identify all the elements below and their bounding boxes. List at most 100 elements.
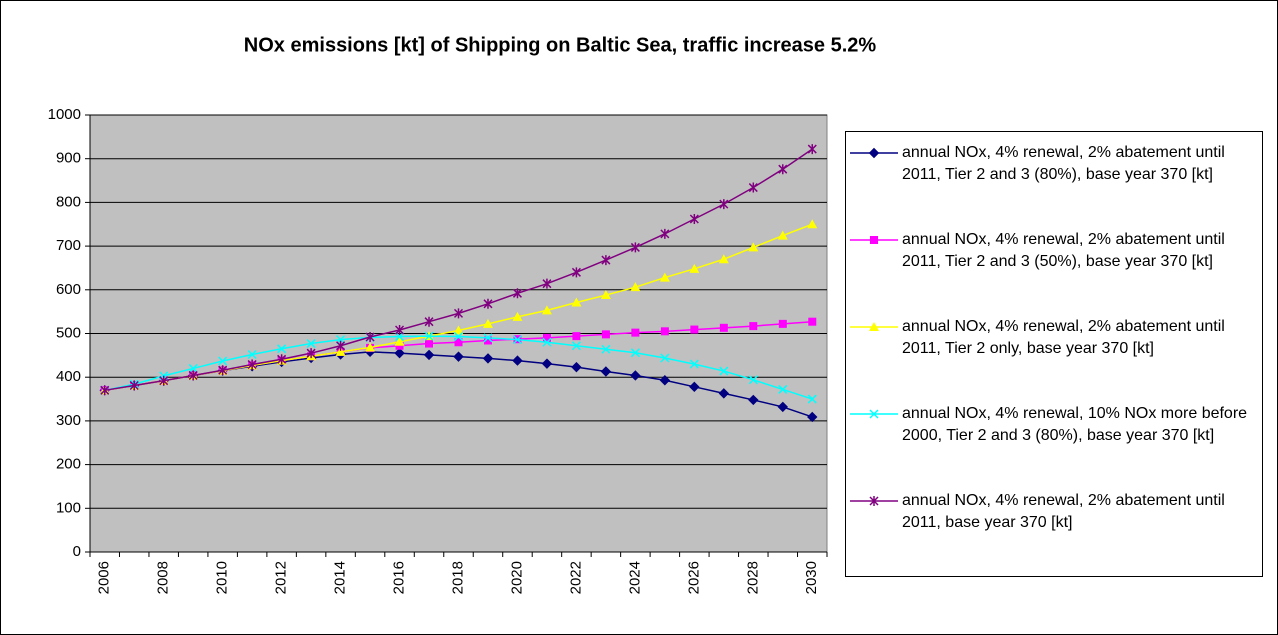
- marker: [777, 401, 788, 413]
- x-tick-label: 2024: [626, 561, 643, 594]
- marker: [218, 356, 228, 366]
- x-tick-label: 2018: [449, 561, 466, 594]
- x-tick-label: 2030: [803, 561, 820, 594]
- marker: [571, 341, 581, 351]
- marker: [778, 384, 788, 394]
- marker: [869, 322, 879, 331]
- marker: [542, 337, 552, 347]
- marker: [571, 361, 582, 373]
- marker: [719, 199, 729, 210]
- legend-label: annual NOx, 4% renewal, 2% abatement unt…: [902, 231, 1225, 270]
- y-tick-label: 700: [56, 237, 81, 254]
- marker: [659, 272, 670, 282]
- y-tick-label: 1000: [48, 106, 81, 123]
- marker: [808, 317, 817, 326]
- legend-label: annual NOx, 4% renewal, 10% NOx more bef…: [902, 405, 1248, 444]
- marker: [748, 242, 759, 252]
- x-tick-label: 2014: [332, 561, 349, 594]
- y-tick-label: 600: [56, 281, 81, 298]
- y-tick-label: 400: [56, 368, 81, 385]
- legend-label: annual NOx, 4% renewal, 2% abatement unt…: [902, 318, 1225, 357]
- marker: [542, 278, 552, 289]
- marker: [748, 394, 759, 406]
- marker: [660, 228, 670, 239]
- y-tick-label: 500: [56, 324, 81, 341]
- marker: [660, 327, 669, 336]
- marker: [453, 351, 464, 362]
- marker: [483, 333, 493, 343]
- marker: [394, 347, 405, 359]
- marker: [483, 298, 493, 309]
- marker: [365, 342, 376, 352]
- marker: [188, 370, 198, 381]
- marker: [600, 290, 611, 300]
- x-tick-label: 2026: [685, 561, 702, 594]
- marker: [807, 411, 818, 423]
- marker: [453, 325, 464, 335]
- marker: [777, 230, 788, 240]
- y-tick-label: 900: [56, 150, 81, 167]
- legend-label: annual NOx, 4% renewal, 2% abatement unt…: [902, 492, 1225, 531]
- marker: [748, 182, 758, 193]
- marker: [601, 330, 610, 339]
- marker: [453, 308, 464, 319]
- marker: [869, 409, 879, 419]
- marker: [423, 349, 435, 361]
- marker: [247, 359, 257, 370]
- marker: [631, 328, 640, 337]
- marker: [869, 496, 879, 506]
- marker: [660, 353, 670, 363]
- marker: [218, 365, 228, 376]
- y-tick-label: 200: [56, 456, 81, 473]
- marker: [690, 325, 699, 334]
- marker: [689, 263, 700, 273]
- marker: [482, 318, 493, 328]
- legend-entry: annual NOx, 4% renewal, 2% abatement unt…: [846, 316, 1262, 403]
- marker: [425, 339, 434, 348]
- marker: [689, 214, 699, 225]
- legend-key: [850, 147, 898, 159]
- legend-entry: annual NOx, 4% renewal, 2% abatement unt…: [846, 490, 1262, 577]
- y-tick-label: 100: [56, 499, 81, 516]
- x-tick-label: 2016: [391, 561, 408, 594]
- marker: [335, 346, 346, 356]
- marker: [689, 381, 700, 393]
- marker: [807, 394, 817, 404]
- marker: [395, 332, 405, 342]
- marker: [659, 375, 671, 386]
- marker: [306, 348, 316, 359]
- marker: [630, 348, 640, 358]
- x-tick-label: 2008: [155, 561, 172, 594]
- legend-key: [850, 409, 898, 419]
- marker: [718, 388, 730, 399]
- marker: [541, 305, 552, 315]
- legend-label: annual NOx, 4% renewal, 2% abatement unt…: [902, 144, 1225, 183]
- marker: [159, 375, 169, 386]
- marker: [601, 255, 611, 266]
- x-tick-label: 2010: [214, 561, 231, 594]
- legend: annual NOx, 4% renewal, 2% abatement unt…: [845, 131, 1263, 577]
- legend-key: [850, 322, 898, 331]
- marker: [719, 366, 729, 376]
- marker: [129, 380, 139, 391]
- marker: [541, 358, 553, 369]
- marker: [424, 331, 434, 341]
- marker: [277, 344, 287, 354]
- chart-title: NOx emissions [kt] of Shipping on Baltic…: [244, 34, 877, 56]
- legend-entry: annual NOx, 4% renewal, 2% abatement unt…: [846, 229, 1262, 316]
- marker: [719, 323, 728, 332]
- legend-entry: annual NOx, 4% renewal, 10% NOx more bef…: [846, 403, 1262, 490]
- marker: [630, 242, 640, 253]
- legend-key: [850, 236, 898, 244]
- marker: [454, 338, 463, 347]
- legend-entry: annual NOx, 4% renewal, 2% abatement unt…: [846, 142, 1262, 229]
- x-tick-label: 2012: [273, 561, 290, 594]
- x-tick-label: 2022: [567, 561, 584, 594]
- marker: [571, 297, 582, 307]
- marker: [572, 332, 581, 341]
- marker: [571, 267, 581, 278]
- marker: [868, 147, 880, 159]
- marker: [778, 319, 787, 328]
- marker: [807, 144, 817, 155]
